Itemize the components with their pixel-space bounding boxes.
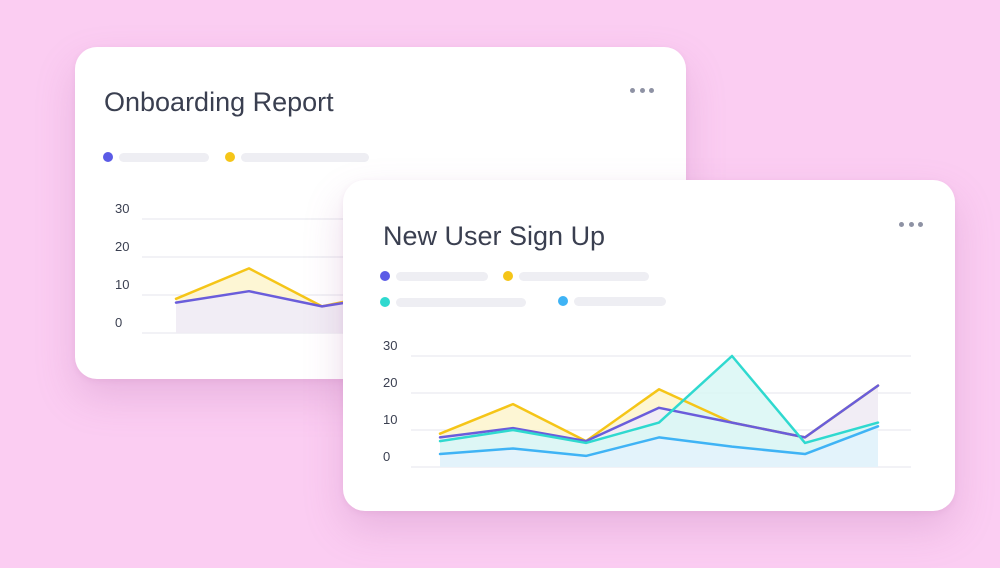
card-title: New User Sign Up [383, 221, 606, 251]
more-dot-icon [639, 87, 645, 93]
legend-dot [503, 271, 513, 281]
legend-item [558, 296, 666, 306]
more-dot-icon [630, 87, 635, 93]
series-area-3 [440, 426, 878, 467]
new-user-sign-up-card: New User Sign Up 0 10 20 30 [343, 180, 955, 511]
series-area-1 [176, 291, 395, 333]
series-line-1 [438, 384, 880, 443]
y-tick-label: 30 [383, 338, 397, 353]
legend-item [503, 271, 649, 281]
series-area-2 [440, 356, 878, 467]
legend-item [380, 271, 488, 281]
more-options-button[interactable] [899, 216, 923, 232]
series-line-3 [438, 425, 880, 458]
legend-label-placeholder [519, 271, 649, 281]
legend-label-placeholder [119, 152, 209, 162]
legend-dot [558, 296, 568, 306]
legend-item [380, 297, 526, 307]
card-title: Onboarding Report [104, 87, 334, 117]
legend-dot [380, 297, 390, 307]
more-dot-icon [649, 87, 654, 93]
series-line-2 [438, 354, 880, 445]
y-tick-label: 0 [383, 449, 390, 464]
y-tick-label: 20 [383, 375, 397, 390]
legend-label-placeholder [574, 296, 666, 306]
more-dot-icon [918, 221, 923, 227]
more-dot-icon [899, 221, 904, 227]
y-tick-label: 10 [115, 277, 129, 292]
more-options-button[interactable] [630, 82, 654, 98]
more-dot-icon [908, 221, 914, 227]
legend-label-placeholder [241, 152, 369, 162]
y-tick-label: 20 [115, 239, 129, 254]
legend-dot [103, 152, 113, 162]
legend-item [103, 152, 209, 162]
y-tick-label: 10 [383, 412, 397, 427]
legend-dot [225, 152, 235, 162]
legend-label-placeholder [396, 271, 488, 281]
legend-label-placeholder [396, 297, 526, 307]
sign-up-chart: 0 10 20 30 [383, 338, 911, 468]
y-tick-label: 0 [115, 315, 122, 330]
legend-dot [380, 271, 390, 281]
y-tick-label: 30 [115, 201, 129, 216]
legend-item [225, 152, 369, 162]
